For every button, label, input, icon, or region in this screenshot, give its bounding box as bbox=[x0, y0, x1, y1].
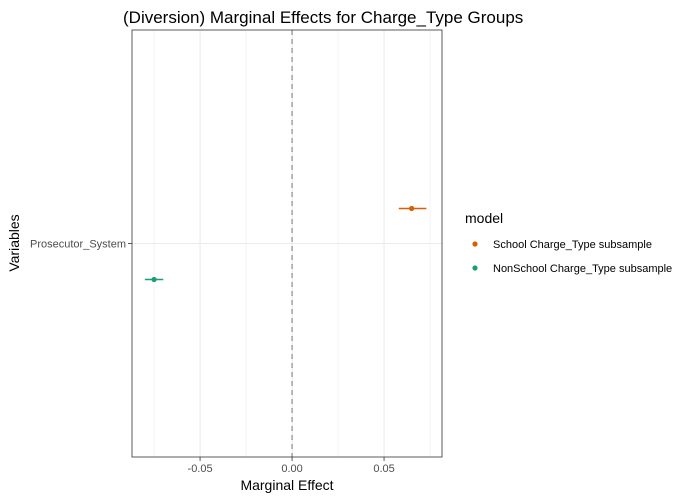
chart-title: (Diversion) Marginal Effects for Charge_… bbox=[123, 8, 523, 27]
legend-label: NonSchool Charge_Type subsample bbox=[493, 263, 672, 275]
legend-key bbox=[472, 265, 478, 271]
legend-title: model bbox=[465, 210, 503, 226]
x-axis-title: Marginal Effect bbox=[240, 477, 333, 493]
point-estimate bbox=[409, 205, 415, 212]
y-axis-title: Variables bbox=[6, 214, 22, 271]
grid-layer bbox=[132, 30, 442, 457]
legend-key bbox=[472, 241, 478, 247]
x-tick-label: 0.05 bbox=[373, 463, 394, 475]
legend: model School Charge_Type subsample NonScho… bbox=[465, 210, 672, 275]
point-estimate bbox=[151, 276, 157, 283]
legend-label: School Charge_Type subsample bbox=[493, 239, 652, 251]
marks-layer bbox=[144, 205, 427, 283]
axes-layer: -0.05 0.00 0.05 Prosecutor_System bbox=[30, 239, 395, 476]
x-tick-label: -0.05 bbox=[188, 463, 213, 475]
y-tick-label: Prosecutor_System bbox=[30, 239, 126, 251]
x-tick-label: 0.00 bbox=[281, 463, 302, 475]
